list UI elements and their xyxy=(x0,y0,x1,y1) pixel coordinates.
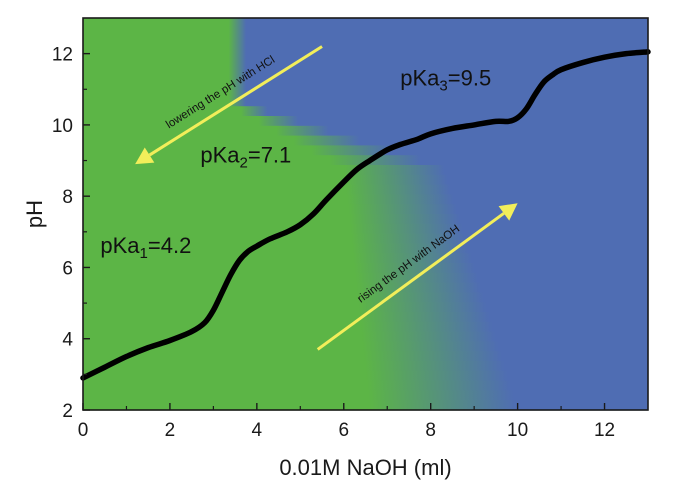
background-band xyxy=(83,214,648,225)
raise-arrow-head xyxy=(498,203,518,221)
background-band xyxy=(83,37,648,48)
x-axis: 0 2 4 6 8 10 12 xyxy=(78,403,615,441)
background-band xyxy=(83,174,648,186)
background-band xyxy=(83,184,648,195)
background-band xyxy=(83,125,648,137)
background-band xyxy=(83,116,648,127)
background-band xyxy=(83,370,648,382)
background-band xyxy=(83,204,648,215)
background-band xyxy=(83,86,648,97)
background-band xyxy=(83,302,648,313)
x-axis-label: 0.01M NaOH (ml) xyxy=(279,455,451,480)
background-band xyxy=(83,341,648,352)
y-tick-label: 2 xyxy=(62,401,73,422)
x-tick-label: 8 xyxy=(425,420,436,441)
background-band xyxy=(83,263,648,274)
background-band xyxy=(83,96,648,107)
pka3-label: pKa3=9.5 xyxy=(400,66,491,95)
y-tick-label: 10 xyxy=(52,116,73,137)
x-tick-label: 6 xyxy=(338,420,349,441)
y-tick-label: 8 xyxy=(62,187,73,208)
background-band xyxy=(83,390,648,401)
lower-arrow-shaft xyxy=(148,45,323,157)
plot-background xyxy=(83,18,648,411)
pka1-label: pKa1=4.2 xyxy=(100,233,191,262)
background-band xyxy=(83,18,648,29)
background-band xyxy=(83,331,648,342)
background-band xyxy=(83,57,648,68)
pka2-label: pKa2=7.1 xyxy=(200,142,291,171)
x-tick-label: 4 xyxy=(252,420,263,441)
background-band xyxy=(83,312,648,323)
background-band xyxy=(83,282,648,293)
plot-frame xyxy=(82,17,649,411)
titration-curve xyxy=(80,49,651,381)
background-band xyxy=(83,233,648,244)
background-band xyxy=(83,292,648,303)
y-axis: 2 4 6 8 10 12 xyxy=(52,45,90,422)
lower-arrow-head xyxy=(135,147,155,165)
background-band xyxy=(83,165,648,176)
background-band xyxy=(83,135,648,146)
background-band xyxy=(83,243,648,254)
background-band xyxy=(83,27,648,39)
background-band xyxy=(83,321,648,333)
background-band xyxy=(83,272,648,284)
background-band xyxy=(83,106,648,117)
background-band xyxy=(83,145,648,156)
pka-annotations: pKa1=4.2 pKa2=7.1 pKa3=9.5 xyxy=(100,66,491,262)
background-band xyxy=(83,223,648,235)
background-band xyxy=(83,400,648,411)
background-band xyxy=(83,194,648,205)
background-band xyxy=(83,253,648,264)
y-tick-label: 6 xyxy=(62,258,73,279)
background-band xyxy=(83,380,648,391)
x-tick-label: 0 xyxy=(78,420,89,441)
y-tick-label: 12 xyxy=(52,45,73,66)
y-axis-label: pH xyxy=(22,200,47,228)
background-band xyxy=(83,361,648,372)
x-tick-label: 2 xyxy=(165,420,176,441)
raise-arrow-shaft xyxy=(316,212,505,351)
x-tick-label: 10 xyxy=(507,420,528,441)
x-tick-label: 12 xyxy=(594,420,615,441)
background-band xyxy=(83,47,648,58)
y-tick-label: 4 xyxy=(62,330,73,351)
background-band xyxy=(83,67,648,78)
background-band xyxy=(83,76,648,88)
background-band xyxy=(83,351,648,362)
